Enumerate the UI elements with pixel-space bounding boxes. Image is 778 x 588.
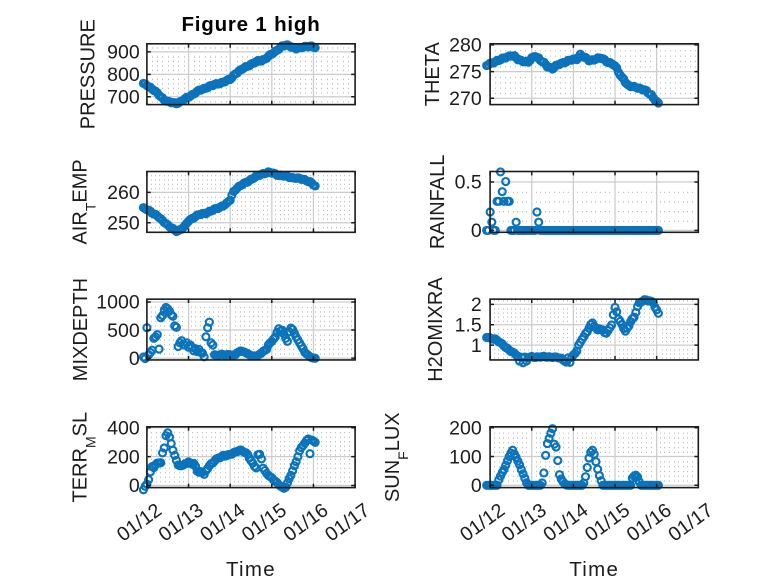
svg-text:500: 500 <box>107 320 140 342</box>
svg-text:RAINFALL: RAINFALL <box>427 155 449 249</box>
svg-text:AIRTEMP: AIRTEMP <box>69 159 98 244</box>
svg-text:0.5: 0.5 <box>455 172 482 194</box>
svg-text:700: 700 <box>107 87 140 109</box>
svg-text:1000: 1000 <box>96 292 140 314</box>
svg-text:900: 900 <box>107 42 140 64</box>
svg-text:TERRMSL: TERRMSL <box>69 412 98 503</box>
svg-text:Figure 1 high: Figure 1 high <box>181 13 320 36</box>
svg-text:275: 275 <box>449 61 482 83</box>
svg-text:200: 200 <box>449 418 482 440</box>
svg-text:H2OMIXRA: H2OMIXRA <box>425 277 447 382</box>
svg-text:1.5: 1.5 <box>455 314 482 336</box>
svg-text:280: 280 <box>449 35 482 57</box>
svg-text:100: 100 <box>449 446 482 468</box>
svg-text:0: 0 <box>471 220 482 242</box>
svg-text:0: 0 <box>471 475 482 497</box>
svg-text:2: 2 <box>471 294 482 316</box>
svg-text:200: 200 <box>107 446 140 468</box>
svg-text:THETA: THETA <box>422 42 444 107</box>
svg-text:MIXDEPTH: MIXDEPTH <box>70 278 92 381</box>
svg-text:0: 0 <box>129 475 140 497</box>
svg-text:270: 270 <box>449 88 482 110</box>
svg-text:Time: Time <box>226 558 276 581</box>
svg-text:SUNFLUX: SUNFLUX <box>382 412 411 502</box>
svg-text:1: 1 <box>471 335 482 357</box>
svg-text:Time: Time <box>569 558 619 581</box>
svg-text:PRESSURE: PRESSURE <box>78 19 100 129</box>
svg-text:400: 400 <box>107 417 140 439</box>
svg-text:0: 0 <box>129 348 140 370</box>
svg-text:800: 800 <box>107 64 140 86</box>
svg-text:250: 250 <box>107 212 140 234</box>
svg-text:260: 260 <box>107 182 140 204</box>
